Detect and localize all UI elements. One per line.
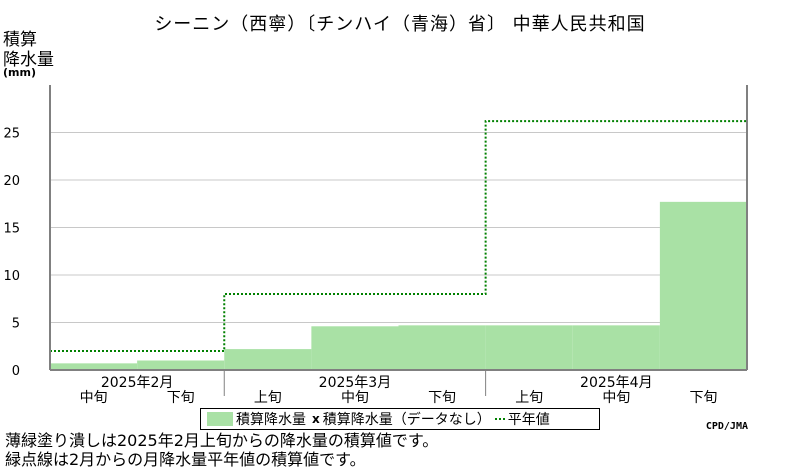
x-tick-label: 中旬 bbox=[602, 390, 630, 406]
chart-title: シーニン（西寧）〔チンハイ（青海）省〕 中華人民共和国 bbox=[154, 14, 646, 35]
y-tick-label: 15 bbox=[3, 222, 20, 237]
credit: CPD/JMA bbox=[705, 421, 748, 432]
legend-item-no-data: 積算降水量（データなし） bbox=[322, 412, 491, 428]
x-tick-label: 下旬 bbox=[167, 390, 195, 406]
y-tick-label: 10 bbox=[3, 269, 20, 284]
legend-item-accumulated: 積算降水量 bbox=[236, 412, 306, 428]
y-axis-unit: (mm) bbox=[3, 66, 36, 79]
legend-dotted-line-swatch bbox=[494, 418, 505, 420]
x-tick-label: 下旬 bbox=[689, 390, 717, 406]
y-tick-label: 0 bbox=[12, 364, 20, 379]
x-tick-label: 中旬 bbox=[341, 390, 369, 406]
legend-x-mark: x bbox=[312, 412, 320, 426]
legend-item-normal: 平年値 bbox=[507, 412, 550, 428]
x-tick-label: 上旬 bbox=[254, 390, 282, 406]
y-tick-label: 20 bbox=[3, 174, 20, 189]
y-axis-label-line-2: 降水量 bbox=[3, 50, 54, 70]
precip-bar bbox=[485, 325, 573, 370]
precip-bar bbox=[137, 360, 225, 370]
precip-bar bbox=[659, 201, 747, 370]
legend: 積算降水量 x 積算降水量（データなし） 平年値 bbox=[200, 408, 600, 430]
normal-line bbox=[50, 120, 747, 352]
x-tick-label: 下旬 bbox=[428, 390, 456, 406]
month-label: 2025年3月 bbox=[319, 375, 392, 391]
precip-bar bbox=[224, 349, 312, 370]
month-label: 2025年4月 bbox=[580, 375, 653, 391]
legend-fill-swatch bbox=[207, 412, 233, 426]
y-axis-label-line-1: 積算 bbox=[3, 30, 37, 50]
y-tick-label: 25 bbox=[3, 127, 20, 142]
y-tick-label: 5 bbox=[12, 317, 20, 332]
precip-bar bbox=[572, 325, 660, 370]
precip-bar bbox=[50, 363, 138, 370]
footnote-2: 緑点線は2月からの月降水量平年値の積算値です。 bbox=[5, 450, 366, 469]
x-tick-label: 中旬 bbox=[80, 390, 108, 406]
precip-bar bbox=[398, 325, 486, 370]
precip-bar bbox=[311, 326, 399, 370]
x-tick-label: 上旬 bbox=[515, 390, 543, 406]
footnote-1: 薄緑塗り潰しは2025年2月上旬からの降水量の積算値です。 bbox=[5, 431, 439, 450]
month-label: 2025年2月 bbox=[101, 375, 174, 391]
y-axis-label: 積算 降水量 bbox=[3, 30, 54, 70]
